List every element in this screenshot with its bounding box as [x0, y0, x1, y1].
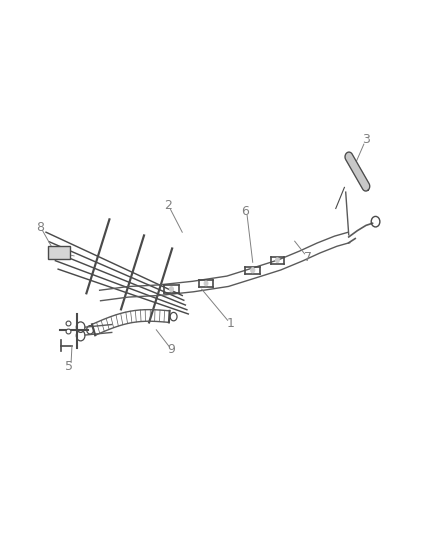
- Text: 6: 6: [241, 205, 249, 217]
- Text: 9: 9: [167, 343, 175, 357]
- Text: 8: 8: [36, 221, 44, 234]
- Text: 2: 2: [164, 199, 172, 212]
- Text: 5: 5: [64, 360, 73, 373]
- Polygon shape: [345, 152, 370, 191]
- Bar: [48, 246, 70, 259]
- Text: 1: 1: [227, 317, 235, 330]
- Text: 7: 7: [304, 251, 312, 263]
- Circle shape: [251, 268, 255, 273]
- Text: 3: 3: [362, 133, 370, 147]
- Circle shape: [276, 258, 279, 263]
- Circle shape: [170, 287, 173, 292]
- Circle shape: [204, 281, 208, 286]
